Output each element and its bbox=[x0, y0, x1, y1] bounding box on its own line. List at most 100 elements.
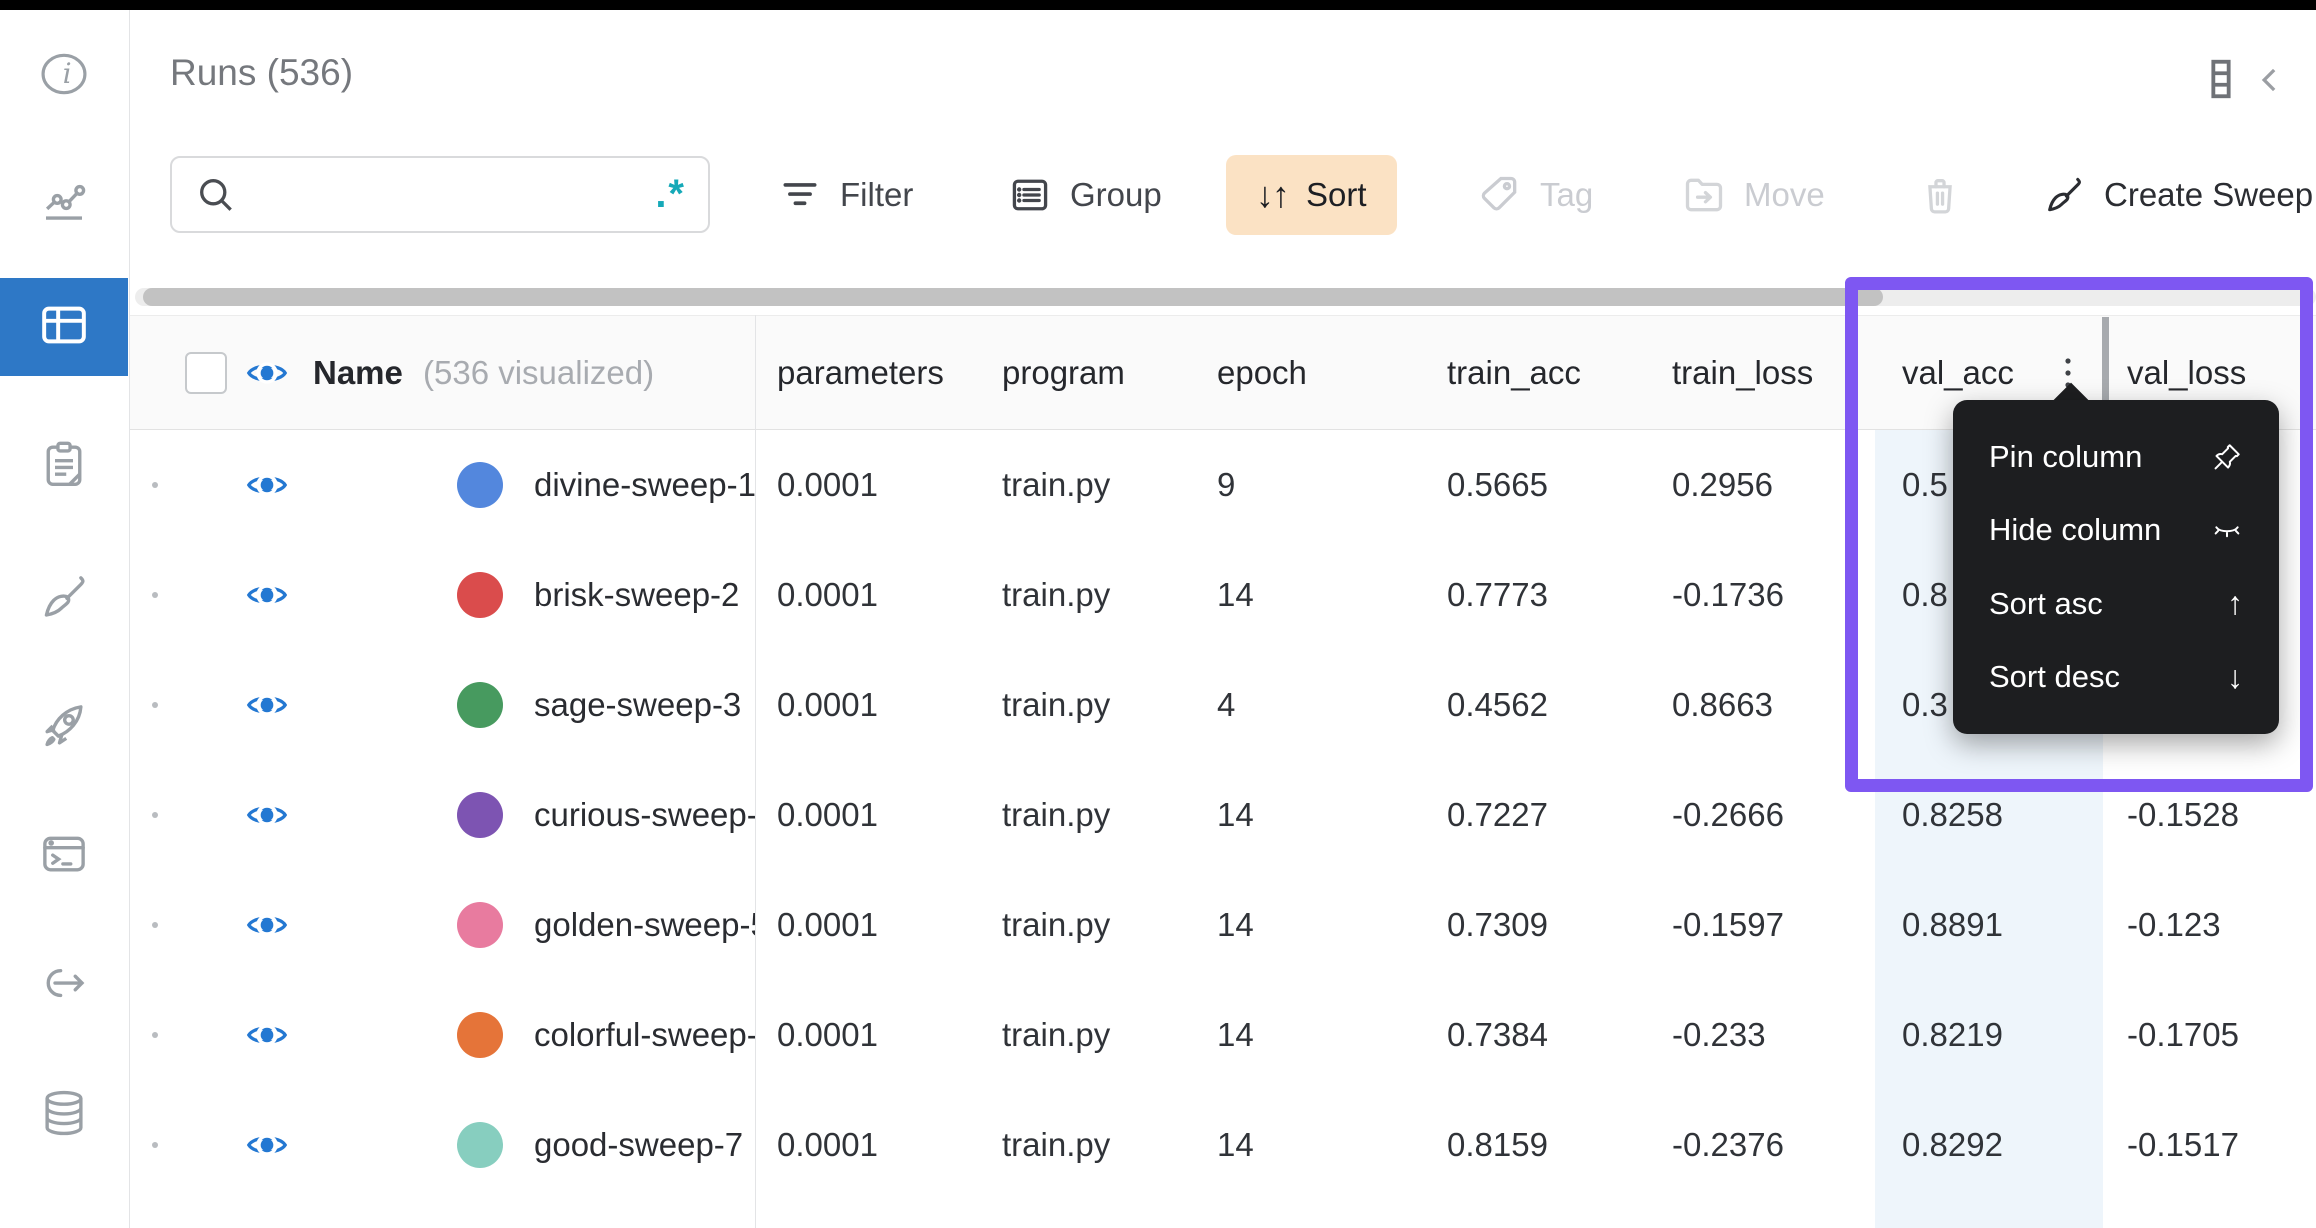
run-name[interactable]: sage-sweep-3 bbox=[534, 686, 742, 723]
run-name[interactable]: golden-sweep-5 bbox=[534, 906, 755, 943]
visualize-all-eye-icon[interactable] bbox=[244, 350, 290, 396]
run-color-dot bbox=[457, 682, 503, 728]
row-bullet-icon bbox=[152, 1142, 158, 1148]
search-box[interactable]: .* bbox=[170, 156, 710, 233]
row-bullet-icon bbox=[152, 1032, 158, 1038]
cell-train-loss: -0.2376 bbox=[1672, 1126, 1784, 1163]
run-name[interactable]: good-sweep-7 bbox=[534, 1126, 744, 1163]
column-resize-handle[interactable] bbox=[2102, 317, 2109, 429]
column-context-menu: Pin column Hide column Sort asc ↑ Sort d… bbox=[1953, 400, 2279, 734]
tag-button[interactable]: Tag bbox=[1478, 155, 1593, 235]
sidebar-item-launch[interactable] bbox=[0, 692, 128, 764]
visibility-eye-icon[interactable] bbox=[244, 902, 290, 948]
menu-item-hide-column[interactable]: Hide column bbox=[1953, 494, 2279, 568]
sidebar-item-sweeps[interactable] bbox=[0, 563, 128, 635]
regex-toggle-icon[interactable]: .* bbox=[655, 172, 686, 216]
visualized-count-note: (536 visualized) bbox=[423, 353, 655, 391]
name-header-cell: Name (536 visualized) bbox=[135, 316, 755, 429]
column-header-parameters[interactable]: parameters bbox=[777, 353, 944, 391]
chevron-left-icon bbox=[2261, 68, 2276, 92]
cell-val-acc: 0.8891 bbox=[1902, 906, 2003, 943]
cell-program: train.py bbox=[1002, 1126, 1111, 1163]
run-color-dot bbox=[457, 572, 503, 618]
cell-train-loss: 0.8663 bbox=[1672, 686, 1773, 723]
name-column-divider bbox=[755, 315, 756, 1228]
run-name[interactable]: colorful-sweep-6 bbox=[534, 1016, 755, 1053]
sidebar-item-table-active[interactable] bbox=[0, 278, 128, 376]
row-bullet-icon bbox=[152, 482, 158, 488]
sidebar-item-artifacts[interactable] bbox=[0, 1079, 128, 1151]
table-row[interactable]: sage-sweep-3 0.0001 train.py 4 0.4562 0.… bbox=[130, 650, 2316, 760]
svg-text:i: i bbox=[63, 57, 72, 90]
cell-train-acc: 0.8159 bbox=[1447, 1126, 1548, 1163]
sidebar-item-automations[interactable] bbox=[0, 949, 128, 1021]
column-settings-button[interactable] bbox=[2198, 56, 2244, 102]
run-name[interactable]: brisk-sweep-2 bbox=[534, 576, 740, 613]
sidebar-item-info[interactable]: i bbox=[0, 40, 128, 112]
column-header-val-loss[interactable]: val_loss bbox=[2127, 353, 2247, 391]
search-icon bbox=[200, 178, 232, 211]
cell-val-acc: 0.8219 bbox=[1902, 1016, 2003, 1053]
delete-button[interactable] bbox=[1918, 155, 1962, 235]
sidebar-item-notes[interactable] bbox=[0, 430, 128, 502]
cell-program: train.py bbox=[1002, 466, 1111, 503]
table-row[interactable]: good-sweep-7 0.0001 train.py 14 0.8159 -… bbox=[130, 1090, 2316, 1200]
cell-train-loss: -0.233 bbox=[1672, 1016, 1766, 1053]
menu-item-sort-asc[interactable]: Sort asc ↑ bbox=[1989, 585, 2243, 622]
run-color-dot bbox=[457, 902, 503, 948]
table-row[interactable]: curious-sweep-4 0.0001 train.py 14 0.722… bbox=[130, 760, 2316, 870]
filter-button[interactable]: Filter bbox=[778, 155, 913, 235]
collapse-panel-button[interactable] bbox=[2250, 60, 2290, 100]
scrollbar-thumb[interactable] bbox=[143, 288, 1883, 306]
column-header-val-acc[interactable]: val_acc bbox=[1875, 316, 2105, 429]
run-name[interactable]: divine-sweep-1 bbox=[534, 466, 755, 503]
group-button[interactable]: Group bbox=[1008, 155, 1162, 235]
move-button[interactable]: Move bbox=[1682, 155, 1825, 235]
table-row[interactable]: golden-sweep-5 0.0001 train.py 14 0.7309… bbox=[130, 870, 2316, 980]
run-color-dot bbox=[457, 1122, 503, 1168]
rocket-icon bbox=[37, 699, 91, 758]
run-name[interactable]: curious-sweep-4 bbox=[534, 796, 755, 833]
column-header-train-loss[interactable]: train_loss bbox=[1672, 353, 1814, 391]
cell-epoch: 14 bbox=[1217, 576, 1254, 613]
horizontal-scrollbar[interactable] bbox=[135, 288, 2316, 306]
column-header-epoch[interactable]: epoch bbox=[1217, 353, 1307, 391]
trash-icon bbox=[1928, 179, 1952, 214]
cell-parameters: 0.0001 bbox=[777, 576, 878, 613]
visibility-eye-icon[interactable] bbox=[244, 792, 290, 838]
runs-table: Name (536 visualized) parameters program… bbox=[130, 280, 2316, 1228]
search-input[interactable] bbox=[238, 164, 656, 225]
sort-button[interactable]: ↓↑ Sort bbox=[1226, 155, 1397, 235]
table-row[interactable]: divine-sweep-1 0.0001 train.py 9 0.5665 … bbox=[130, 430, 2316, 540]
cell-epoch: 9 bbox=[1217, 466, 1236, 503]
menu-item-sort-desc[interactable]: Sort desc ↓ bbox=[1989, 658, 2243, 695]
cell-epoch: 14 bbox=[1217, 1126, 1254, 1163]
sidebar-item-charts[interactable] bbox=[0, 167, 128, 239]
name-column-header[interactable]: Name bbox=[313, 353, 403, 391]
create-sweep-button[interactable]: Create Sweep bbox=[2042, 155, 2313, 235]
cell-epoch: 14 bbox=[1217, 796, 1254, 833]
cell-parameters: 0.0001 bbox=[777, 686, 878, 723]
select-all-checkbox[interactable] bbox=[185, 351, 227, 394]
cell-train-acc: 0.5665 bbox=[1447, 466, 1548, 503]
visibility-eye-icon[interactable] bbox=[244, 572, 290, 618]
column-header-train-acc[interactable]: train_acc bbox=[1447, 353, 1581, 391]
cell-train-loss: -0.2666 bbox=[1672, 796, 1784, 833]
visibility-eye-icon[interactable] bbox=[244, 1012, 290, 1058]
sort-arrows-icon: ↓↑ bbox=[1256, 174, 1290, 215]
move-folder-icon bbox=[1685, 178, 1723, 212]
cell-parameters: 0.0001 bbox=[777, 1126, 878, 1163]
visibility-eye-icon[interactable] bbox=[244, 462, 290, 508]
cell-train-loss: 0.2956 bbox=[1672, 466, 1773, 503]
cell-program: train.py bbox=[1002, 686, 1111, 723]
menu-item-pin-column[interactable]: Pin column bbox=[1953, 420, 2279, 494]
cell-val-acc: 0.3 bbox=[1902, 686, 1948, 723]
cell-val-loss: -0.123 bbox=[2127, 906, 2221, 943]
column-header-program[interactable]: program bbox=[1002, 353, 1125, 391]
visibility-eye-icon[interactable] bbox=[244, 682, 290, 728]
tag-label: Tag bbox=[1540, 176, 1594, 213]
table-row[interactable]: brisk-sweep-2 0.0001 train.py 14 0.7773 … bbox=[130, 540, 2316, 650]
sidebar-item-terminal[interactable] bbox=[0, 820, 128, 892]
visibility-eye-icon[interactable] bbox=[244, 1122, 290, 1168]
table-row[interactable]: colorful-sweep-6 0.0001 train.py 14 0.73… bbox=[130, 980, 2316, 1090]
